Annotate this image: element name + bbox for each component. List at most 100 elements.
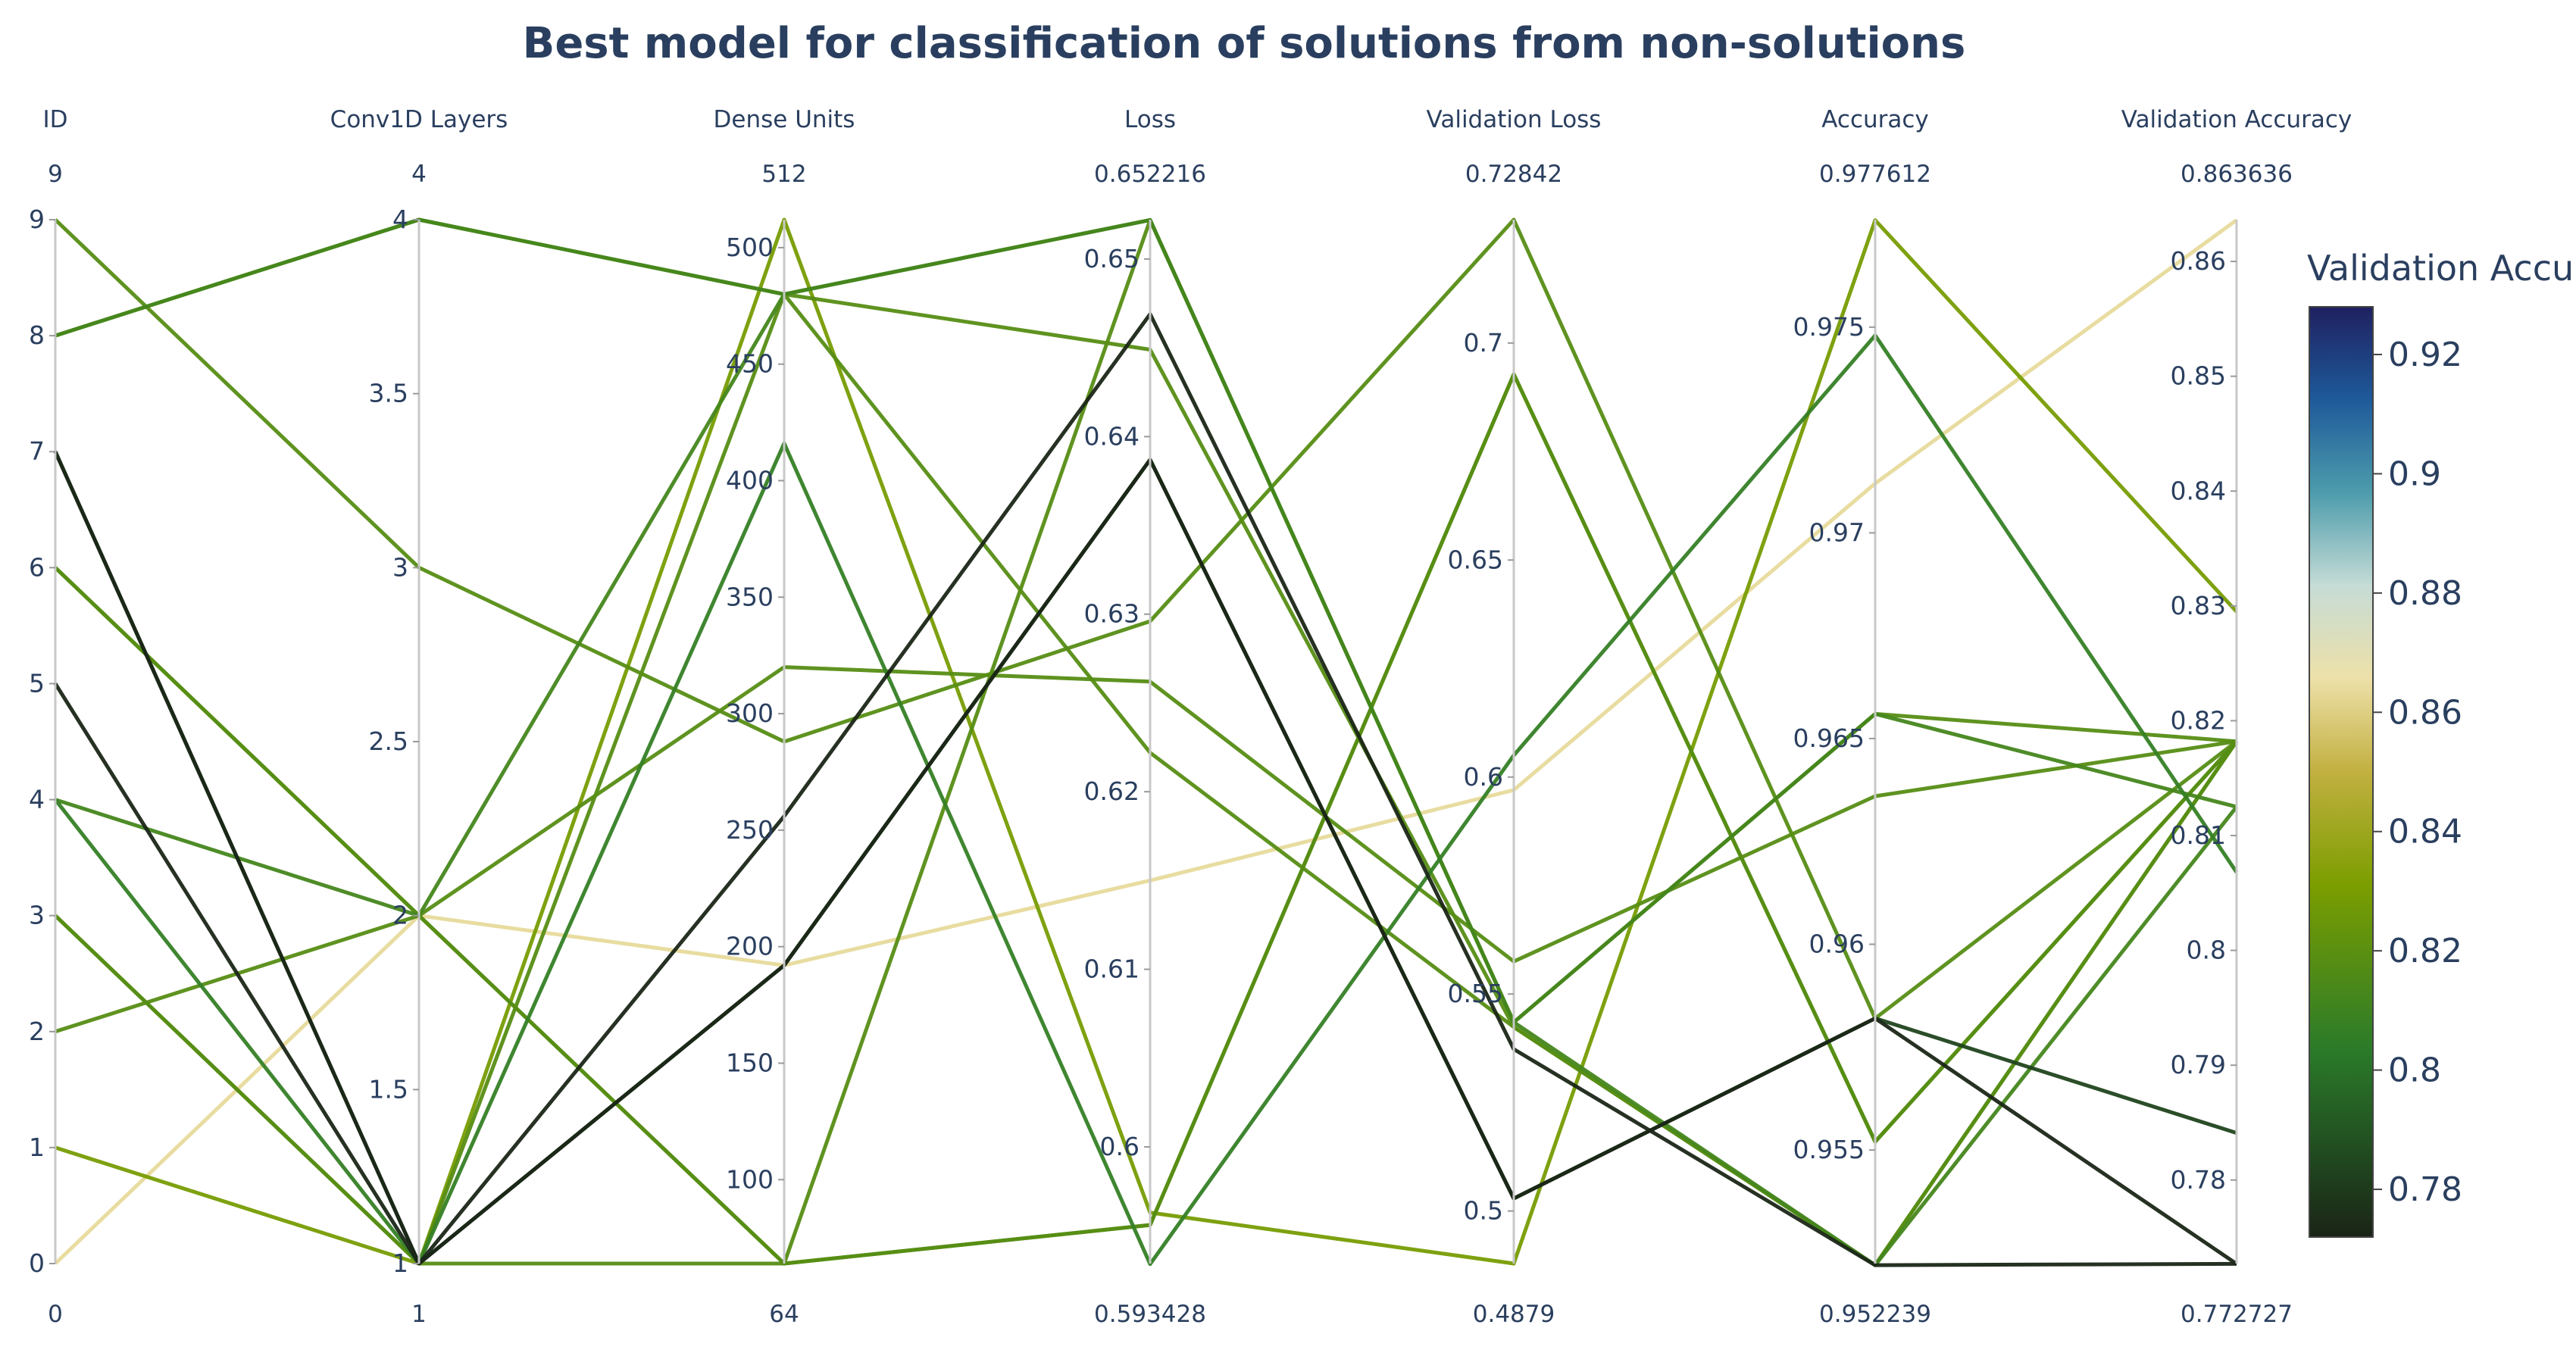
axis-5[interactable]: Accuracy 0.977612 0.952239 0.955 0.96 0.965 0.… [1793,106,1931,1328]
dimension-label: Conv1D Layers [330,106,508,133]
tick-label: 8 [29,320,45,350]
tick-label: 200 [726,932,774,961]
tick-label: 300 [726,698,774,728]
tick-label: 0.83 [2171,591,2226,620]
tick-label: 350 [726,582,774,611]
tick-label: 5 [29,668,45,698]
tick-label: 500 [726,233,774,262]
range-max-label: 4 [411,161,427,188]
tick-label: 0.965 [1793,723,1865,753]
tick-label: 2.5 [369,726,408,756]
dimension-label: Dense Units [714,106,855,133]
tick-label: 0.6 [1100,1132,1140,1161]
tick-label: 3.5 [369,379,408,408]
axis-3[interactable]: Loss 0.652216 0.593428 0.6 0.61 0.62 0.63 0.64 0… [1084,106,1206,1328]
tick-label: 0 [29,1248,45,1278]
record-line [53,451,2237,1266]
record-line [54,333,2239,1267]
tick-label: 0.61 [1084,954,1140,984]
dimension-label: Validation Accuracy [2121,106,2352,133]
tick-label: 0.65 [1084,244,1140,273]
colorbar-tick-label: 0.82 [2388,932,2462,970]
dimension-label: Accuracy [1821,106,1929,133]
record-line [54,217,2238,1020]
dimension-label: Loss [1124,106,1176,133]
range-max-label: 0.72842 [1465,161,1562,188]
range-max-label: 0.863636 [2181,161,2293,188]
tick-label: 2 [392,901,408,930]
tick-label: 0.8 [2187,936,2226,965]
tick-label: 450 [726,349,774,379]
tick-label: 400 [726,466,774,495]
range-min-label: 0.593428 [1094,1301,1206,1328]
dimension-label: ID [42,106,67,133]
range-min-label: 0.4879 [1473,1301,1555,1328]
tick-label: 0.975 [1793,312,1865,342]
range-min-label: 0.952239 [1819,1301,1931,1328]
chart-title: Best model for classification of solutio… [523,19,1966,68]
tick-label: 9 [29,205,45,234]
tick-label: 0.65 [1448,545,1503,574]
tick-label: 3 [392,552,408,582]
range-min-label: 0.772727 [2181,1301,2293,1328]
tick-label: 0.85 [2171,361,2226,391]
range-min-label: 64 [769,1301,799,1328]
tick-label: 0.78 [2171,1165,2226,1195]
colorbar-gradient [2309,306,2374,1238]
tick-label: 1.5 [369,1074,408,1104]
axis-2[interactable]: Dense Units 512 64 100 150 200 250 300 350 400 450… [714,106,855,1328]
tick-label: 7 [29,436,45,466]
tick-label: 3 [29,901,45,930]
tick-label: 0.96 [1809,929,1865,959]
tick-label: 1 [29,1132,45,1162]
tick-label: 0.6 [1464,762,1503,792]
range-max-label: 512 [761,161,806,188]
tick-label: 0.64 [1084,421,1140,451]
tick-label: 0.55 [1448,979,1503,1008]
tick-label: 250 [726,815,774,845]
tick-label: 0.81 [2171,820,2226,850]
record-line [53,451,2238,1266]
tick-label: 0.5 [1464,1196,1503,1226]
record-line [54,372,2238,1266]
tick-label: 0.7 [1464,328,1503,358]
tick-label: 0.63 [1084,599,1140,629]
tick-label: 1 [392,1248,408,1278]
tick-label: 2 [29,1017,45,1046]
range-max-label: 9 [48,161,63,188]
tick-label: 0.84 [2171,476,2226,505]
tick-label: 100 [726,1164,774,1194]
colorbar-tick-label: 0.84 [2388,813,2462,851]
range-min-label: 0 [48,1301,63,1328]
axis-1[interactable]: Conv1D Layers 4 11 1.5 2 2.5 3 3.5 4 [330,106,508,1328]
colorbar-tick-label: 0.9 [2388,455,2441,493]
record-line [54,372,2238,1266]
tick-label: 0.955 [1793,1135,1865,1164]
tick-label: 0.86 [2171,246,2226,276]
record-line [54,292,2239,1267]
colorbar-title: Validation Accuracy [2307,248,2576,289]
colorbar: Validation Accuracy 0.78 0.8 0.82 0.84 0.86 0.… [2307,248,2576,1238]
tick-label: 0.79 [2171,1050,2226,1079]
range-max-label: 0.652216 [1094,161,1206,188]
dimension-label: Validation Loss [1427,106,1602,133]
colorbar-tick-label: 0.8 [2388,1051,2441,1090]
colorbar-tick-label: 0.92 [2388,336,2462,374]
tick-label: 4 [392,205,408,234]
tick-label: 6 [29,552,45,582]
range-max-label: 0.977612 [1819,161,1931,188]
tick-label: 150 [726,1048,774,1077]
axis-6[interactable]: Validation Accuracy 0.863636 0.772727 0.78 0… [2121,106,2352,1328]
tick-label: 0.97 [1809,517,1865,547]
range-min-label: 1 [411,1301,427,1328]
tick-label: 0.82 [2171,705,2226,735]
tick-label: 4 [29,785,45,814]
axis-4[interactable]: Validation Loss 0.72842 0.4879 0.5 0.55 0.6 0.… [1427,106,1602,1328]
colorbar-tick-label: 0.88 [2388,574,2462,613]
colorbar-tick-label: 0.86 [2388,693,2462,732]
axis-0[interactable]: ID 9 00 1 2 3 4 5 6 7 8 9 [29,106,68,1328]
colorbar-tick-label: 0.78 [2388,1170,2462,1209]
tick-label: 0.62 [1084,776,1140,806]
